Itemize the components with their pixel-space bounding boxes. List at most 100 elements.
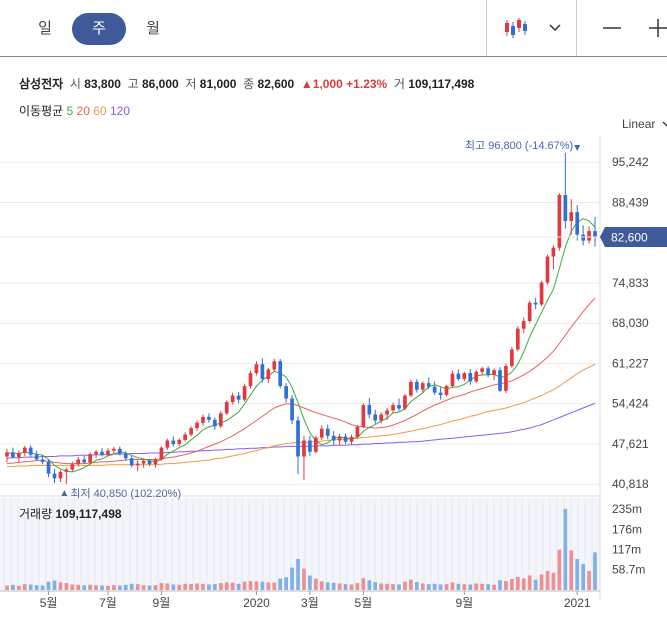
volume-bar <box>302 568 306 590</box>
ma120-legend[interactable]: 120 <box>109 104 130 118</box>
tab-daily[interactable]: 일 <box>38 20 52 37</box>
volume-bar <box>379 583 384 590</box>
candle-body <box>17 452 21 458</box>
candle-body <box>218 413 223 427</box>
candle-body <box>480 368 485 372</box>
candlestick-icon <box>505 18 527 38</box>
x-tick-label: 2020 <box>243 596 270 610</box>
candle-body <box>224 402 229 414</box>
volume-bar <box>486 584 490 590</box>
min-marker-label: 최저 40,850 (102.20%) <box>70 487 181 500</box>
chart-type-dropdown[interactable] <box>542 0 568 56</box>
candle-body <box>337 436 342 441</box>
candle-body <box>290 398 294 421</box>
ma5-legend[interactable]: 5 <box>66 104 74 118</box>
candle-body <box>76 459 81 465</box>
y-tick-label: 40,818 <box>612 477 649 491</box>
volume-plot-area <box>0 498 600 590</box>
candle-body <box>28 447 33 455</box>
candle-body <box>112 448 116 451</box>
x-tick-label: 5월 <box>40 596 58 610</box>
volume-bar <box>397 584 401 590</box>
candle-body <box>106 450 110 455</box>
candle-body <box>260 364 265 380</box>
volume-bar <box>337 583 342 590</box>
volume-bar <box>593 552 597 590</box>
volume-bar <box>296 558 300 590</box>
volume-bar <box>420 583 425 590</box>
candle-body <box>236 395 241 400</box>
volume-bar <box>106 585 110 590</box>
y-tick-label: 95,242 <box>612 155 649 169</box>
stock-name: 삼성전자 <box>19 77 64 91</box>
candle-body <box>5 452 9 457</box>
change-percent: +1.23% <box>346 77 388 91</box>
ma120-line <box>6 402 596 459</box>
candle-body <box>195 422 199 429</box>
x-tick-label: 7월 <box>99 596 117 610</box>
candle-body <box>82 459 87 463</box>
low-value: 81,000 <box>199 77 237 91</box>
candle-body <box>278 361 283 387</box>
volume-bar <box>527 575 532 590</box>
y-tick-label: 74,833 <box>612 276 649 290</box>
volume-bar <box>343 584 348 590</box>
volume-bar <box>201 583 205 590</box>
volume-bar <box>314 578 318 590</box>
volume-bar <box>123 584 128 590</box>
volume-bar <box>129 583 134 590</box>
volume-tick-label: 176m <box>612 522 642 536</box>
tab-weekly[interactable]: 주 <box>72 13 126 45</box>
y-tick-label: 88,439 <box>612 195 649 209</box>
volume-bar <box>450 582 455 590</box>
volume-bar <box>76 584 81 590</box>
volume-bar <box>112 585 116 590</box>
candle-body <box>539 282 544 305</box>
candle-body <box>189 428 193 435</box>
divider <box>486 0 487 56</box>
candle-body <box>563 195 568 222</box>
candle-body <box>397 405 401 409</box>
volume-bar <box>278 578 283 590</box>
volume-bar <box>100 585 104 590</box>
volume-bar <box>213 584 217 590</box>
volume-bar <box>510 578 514 590</box>
candle-body <box>266 369 271 380</box>
candle-body <box>587 231 591 241</box>
ma60-legend[interactable]: 60 <box>93 104 107 118</box>
candle-body <box>385 410 389 415</box>
candle-body <box>171 440 176 445</box>
candle-body <box>426 383 431 387</box>
candle-body <box>450 373 455 387</box>
candle-body <box>319 428 324 438</box>
candle-body <box>207 416 211 420</box>
candle-body <box>52 473 57 479</box>
max-marker-label: 최고 96,800 (-14.67%) <box>465 139 573 152</box>
candle-body <box>498 370 502 391</box>
volume-bar <box>361 578 366 590</box>
candle-body <box>159 447 164 460</box>
candle-body <box>414 381 419 390</box>
y-tick-label: 61,227 <box>612 356 649 370</box>
volume-title-value: 109,117,498 <box>55 507 122 521</box>
ma20-legend[interactable]: 20 <box>76 104 90 118</box>
candle-body <box>165 440 170 448</box>
candle-body <box>379 414 384 421</box>
volume-bar <box>290 567 294 590</box>
volume-bar <box>319 581 324 590</box>
zoom-out-button[interactable] <box>590 0 634 56</box>
x-tick-label: 5월 <box>355 596 373 610</box>
tab-monthly[interactable]: 월 <box>146 20 160 37</box>
candle-body <box>34 454 39 460</box>
candle-body <box>492 370 496 375</box>
zoom-in-button[interactable] <box>640 0 667 56</box>
candle-body <box>545 256 550 283</box>
chart-type-button[interactable] <box>496 0 536 56</box>
candle-body <box>177 439 182 445</box>
volume-bar <box>58 582 63 590</box>
volume-bar <box>575 558 580 590</box>
volume-bar <box>22 584 27 590</box>
candle-body <box>254 364 259 374</box>
volume-value: 109,117,498 <box>408 77 475 91</box>
